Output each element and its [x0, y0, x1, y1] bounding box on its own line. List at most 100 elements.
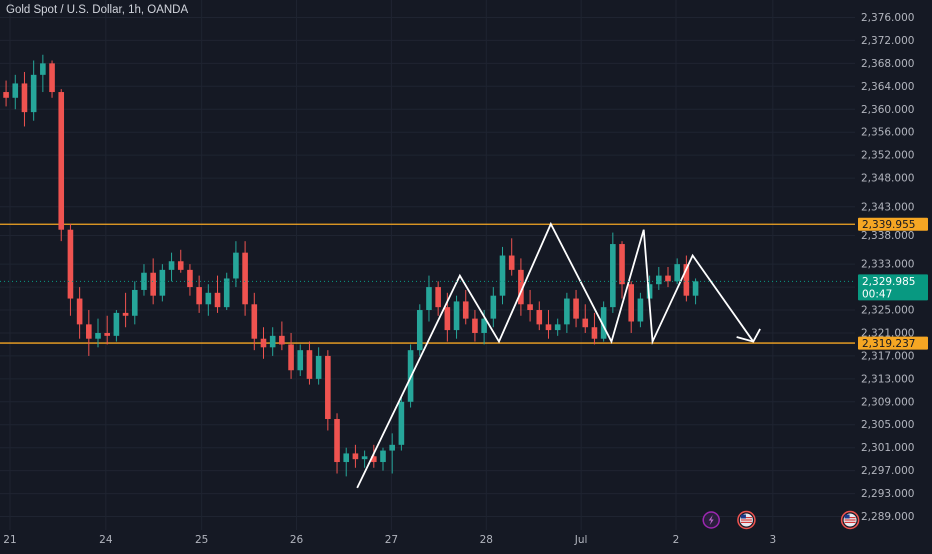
candle-body: [352, 453, 359, 460]
price-tick-label: 2,376.000: [861, 12, 914, 24]
candle-body: [159, 269, 166, 296]
price-tick-label: 2,352.000: [861, 150, 914, 162]
time-tick-label: 3: [769, 534, 776, 546]
candle-body: [30, 74, 37, 113]
pattern-arrowhead: [736, 328, 761, 343]
candle-body: [122, 312, 129, 316]
candle-body: [527, 304, 533, 311]
price-tags: 2,339.955 2,319.237 2,329.985 00:47: [858, 217, 928, 350]
candle-body: [554, 324, 561, 331]
candle-body: [141, 272, 147, 290]
candles: [3, 54, 699, 477]
horizontal-levels[interactable]: [0, 223, 855, 344]
candle-body: [398, 401, 405, 445]
candle-body: [582, 318, 589, 328]
time-tick-label: 25: [195, 534, 208, 546]
time-tick-label: 26: [290, 534, 304, 546]
symbol-title[interactable]: Gold Spot / U.S. Dollar, 1h, OANDA: [6, 4, 189, 16]
price-tick-label: 2,317.000: [861, 350, 914, 362]
candle-body: [251, 304, 258, 339]
candle-body: [481, 318, 487, 333]
candle-body: [518, 269, 524, 305]
candle-body: [416, 310, 423, 351]
candle-body: [674, 264, 680, 282]
zigzag-pattern-line: [356, 221, 755, 489]
candle-body: [67, 229, 74, 299]
candle-body: [306, 350, 313, 379]
resistance-tag-bg: [858, 217, 928, 231]
price-tick-label: 2,313.000: [861, 373, 914, 385]
support-tag-label: 2,319.237: [862, 338, 915, 350]
candle-body: [490, 295, 497, 319]
candle-body: [279, 335, 285, 345]
candle-body: [683, 264, 690, 296]
price-tick-label: 2,321.000: [861, 327, 914, 339]
candle-body: [637, 298, 644, 322]
candle-body: [214, 292, 221, 308]
candle-body: [573, 298, 579, 319]
time-tick-label: 28: [480, 534, 493, 546]
last-price-tag-bg: [858, 274, 928, 301]
candle-body: [168, 261, 175, 270]
candle-body: [610, 244, 616, 308]
candle-body: [58, 92, 65, 230]
time-axis[interactable]: 21 24 25 26 27 28 Jul 2 3: [3, 534, 776, 546]
candle-body: [444, 307, 451, 331]
candle-body: [76, 298, 83, 325]
time-tick-label: Jul: [574, 534, 588, 546]
price-tick-label: 2,333.000: [861, 259, 914, 271]
price-tick-label: 2,364.000: [861, 81, 914, 93]
price-tick-label: 2,305.000: [861, 419, 914, 431]
lightning-glyph: [708, 515, 714, 525]
candle-body: [3, 92, 9, 98]
candle-body: [389, 444, 395, 451]
price-tick-label: 2,356.000: [861, 127, 914, 139]
candle-body: [453, 301, 460, 331]
candle-body: [187, 269, 193, 288]
candle-body: [665, 275, 671, 282]
countdown-label: 00:47: [862, 288, 892, 300]
candle-body: [380, 450, 386, 463]
price-tick-label: 2,360.000: [861, 104, 914, 116]
last-price-tag-label: 2,329.985: [862, 276, 915, 288]
candle-body: [462, 301, 469, 319]
flag-canton: [740, 514, 746, 519]
candle-body: [196, 287, 202, 305]
candle-body: [86, 324, 92, 339]
candle-body: [21, 83, 28, 113]
candle-body: [545, 324, 552, 331]
candle-body: [628, 284, 635, 322]
price-tick-label: 2,343.000: [861, 201, 914, 213]
price-axis[interactable]: 2,376.000 2,372.000 2,368.000 2,364.000 2,36…: [861, 12, 914, 523]
candle-body: [315, 355, 322, 379]
candle-body: [233, 252, 239, 279]
candle-body: [260, 338, 267, 348]
pattern-drawing[interactable]: [356, 221, 761, 489]
candle-body: [288, 344, 294, 371]
resistance-tag-label: 2,339.955: [862, 219, 915, 231]
price-tick-label: 2,348.000: [861, 173, 914, 185]
candle-body: [177, 261, 184, 270]
candle-body: [334, 419, 340, 463]
candle-body: [600, 307, 607, 339]
price-tick-label: 2,372.000: [861, 35, 914, 47]
candle-body: [655, 275, 662, 285]
candle-body: [205, 292, 212, 305]
candle-body: [242, 252, 248, 305]
candle-body: [150, 272, 156, 296]
candle-body: [40, 63, 46, 75]
grid-lines: [0, 0, 855, 530]
candle-body: [343, 453, 350, 463]
candle-body: [49, 63, 55, 93]
candle-body: [646, 284, 653, 299]
event-markers[interactable]: [702, 510, 860, 530]
candle-body: [113, 312, 120, 336]
price-tick-label: 2,338.000: [861, 230, 914, 242]
price-tick-label: 2,368.000: [861, 58, 914, 70]
price-tick-label: 2,301.000: [861, 442, 914, 454]
candle-body: [371, 456, 377, 463]
candle-body: [12, 83, 19, 98]
candle-body: [95, 332, 101, 339]
